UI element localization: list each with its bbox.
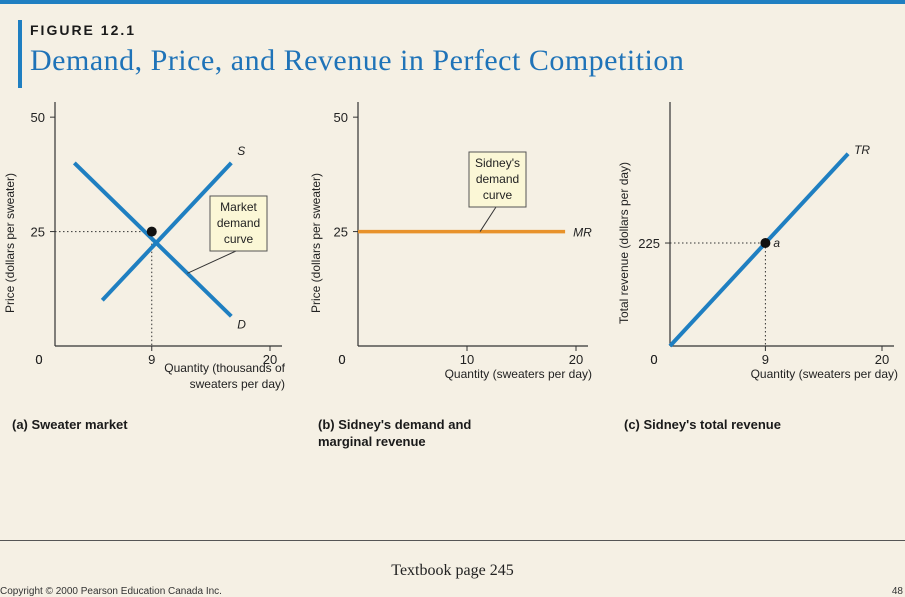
chart-b-y-tick-label: 50 <box>334 110 348 125</box>
chart-b-x-tick-label: 10 <box>460 352 474 367</box>
chart-b-callout-leader <box>479 206 497 232</box>
chart-a-y-tick-label: 25 <box>31 225 45 240</box>
chart-a-y-tick-label: 50 <box>31 110 45 125</box>
chart-a-x-axis-label-line1: Quantity (thousands of <box>164 361 285 375</box>
chart-a-series-d-label: D <box>237 317 246 331</box>
chart-b-callout-text: demand <box>476 172 519 186</box>
chart-b-callout-text: Sidney's <box>475 156 520 170</box>
chart-a-x-axis-label-line2: sweaters per day) <box>190 377 285 391</box>
chart-a-x-tick-label: 20 <box>263 352 277 367</box>
chart-c-origin-label: 0 <box>650 352 657 367</box>
chart-a-x-tick-label: 9 <box>148 352 155 367</box>
chart-a-callout-box <box>209 195 268 252</box>
chart-c-x-axis-label: Quantity (sweaters per day) <box>751 367 898 381</box>
chart-c-y-axis-label: Total revenue (dollars per day) <box>617 162 631 324</box>
chart-a-callout-text: curve <box>224 232 254 246</box>
caption-a: (a) Sweater market <box>12 417 128 432</box>
header-accent-rule <box>18 20 22 88</box>
chart-c-x-tick-label: 9 <box>762 352 769 367</box>
chart-a-callout-text: demand <box>217 216 260 230</box>
chart-b-series-mr-label: MR <box>573 226 592 240</box>
chart-c-point-a-label: a <box>773 236 780 250</box>
figure-title: Demand, Price, and Revenue in Perfect Co… <box>30 44 685 77</box>
chart-b-x-tick-label: 0 <box>338 352 345 367</box>
chart-c-y-tick-label: 225 <box>638 236 660 251</box>
chart-c-x-tick-label: 20 <box>875 352 889 367</box>
chart-a-series-d-line <box>72 161 233 318</box>
top-accent-bar <box>0 0 905 4</box>
chart-c-series-tr-label: TR <box>854 143 870 157</box>
page-reference: Textbook page 245 <box>391 562 514 579</box>
chart-b-y-axis-label: Price (dollars per sweater) <box>309 173 323 313</box>
chart-a-series-s-label: S <box>237 144 245 158</box>
chart-a-equilibrium-point <box>146 226 157 237</box>
caption-c: (c) Sidney's total revenue <box>624 417 781 432</box>
page-number: 48 <box>891 586 903 597</box>
bottom-rule <box>0 540 905 541</box>
chart-b-callout-box <box>468 151 527 208</box>
chart-a-y-axis-label: Price (dollars per sweater) <box>3 173 17 313</box>
chart-b-y-tick-label: 25 <box>334 225 348 240</box>
chart-a-origin-label: 0 <box>35 352 42 367</box>
chart-a-callout-text: Market <box>220 200 257 214</box>
chart-b-x-tick-label: 20 <box>569 352 583 367</box>
copyright-notice: Copyright © 2000 Pearson Education Canad… <box>0 586 222 597</box>
chart-c-series-tr-line <box>668 152 850 348</box>
chart-b-callout-text: curve <box>483 188 513 202</box>
chart-c-point-a <box>760 238 771 249</box>
chart-b-x-axis-label: Quantity (sweaters per day) <box>445 367 592 381</box>
chart-a-series-s-line <box>100 161 233 302</box>
charts-canvas: 0 9 20 25 50 0 Price (dollars per sweater) Quan… <box>3 102 898 391</box>
chart-b-origin-label: 0 <box>338 352 345 367</box>
chart-c-x-tick-label: 0 <box>650 352 657 367</box>
caption-b: (b) Sidney's demand and marginal revenue <box>318 417 472 449</box>
chart-a-x-tick-label: 0 <box>35 352 42 367</box>
figure-label: FIGURE 12.1 <box>30 22 137 38</box>
chart-a-callout-leader <box>187 250 237 274</box>
